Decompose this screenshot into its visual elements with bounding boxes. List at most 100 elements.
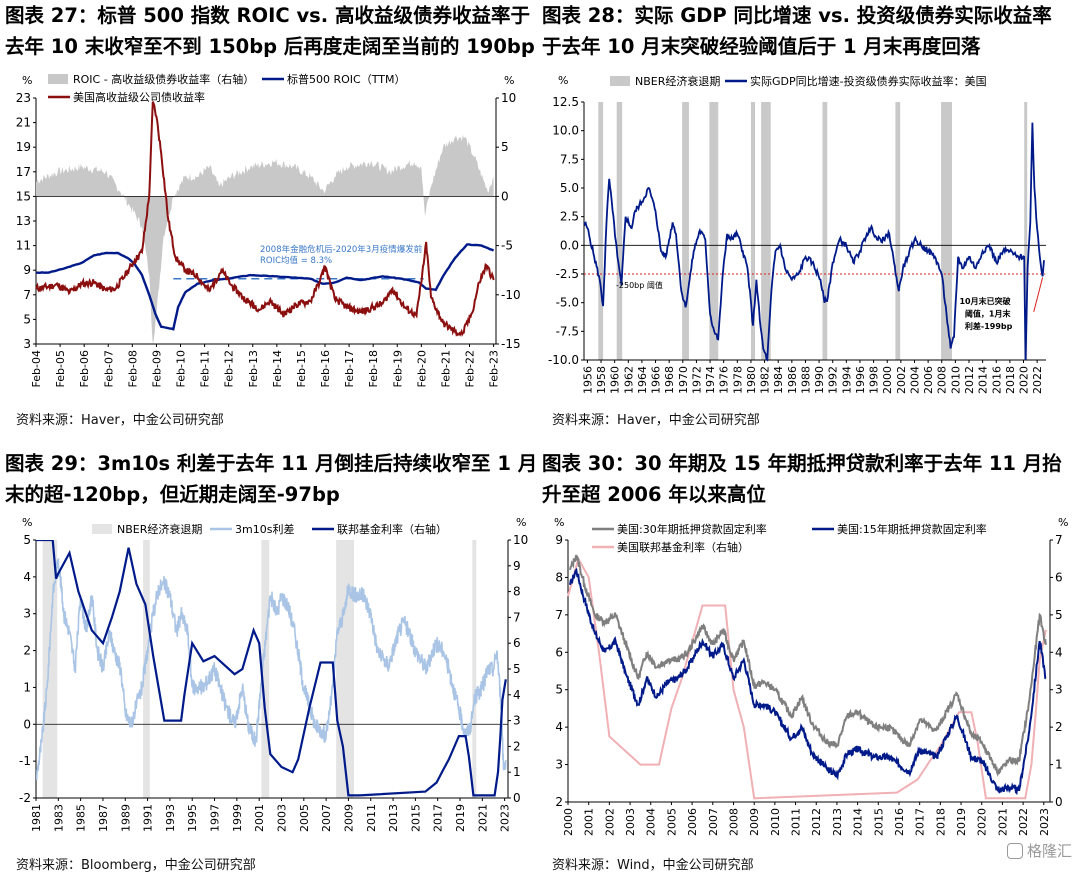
- x-tick-label: 1997: [209, 804, 222, 832]
- recession-band: [709, 102, 719, 360]
- legend-swatch: [48, 74, 68, 84]
- x-tick-label: Feb-12: [223, 350, 236, 387]
- source-note: 资料来源：Wind，中金公司研究部: [552, 858, 754, 873]
- y-tick-label-right: 9: [513, 559, 521, 573]
- y-tick-label: 9: [23, 263, 31, 277]
- x-tick-label: 2005: [298, 804, 311, 832]
- panel-4: 图表 30：30 年期及 15 年期抵押贷款利率于去年 11 月抬 升至超 20…: [540, 436, 1080, 873]
- legend-swatch: [92, 524, 112, 534]
- y-tick-label: 7: [23, 288, 31, 302]
- y-tick-label-right: 4: [513, 688, 521, 702]
- y-tick-label: 10.0: [552, 124, 579, 138]
- y-tick-label-right: 8: [513, 585, 521, 599]
- source-note: 资料来源：Haver，中金公司研究部: [552, 413, 760, 428]
- x-tick-label: 2006: [922, 366, 935, 394]
- y-tick-label-right: -15: [501, 337, 521, 351]
- x-tick-label: Feb-05: [54, 350, 67, 387]
- watermark-logo: 格隆汇: [1006, 840, 1072, 861]
- series-line-roic: [36, 243, 495, 331]
- legend-label: 联邦基金利率（右轴）: [337, 522, 447, 536]
- x-tick-label: 2015: [409, 804, 422, 832]
- x-tick-label: 1984: [772, 366, 785, 394]
- y-tick-label-right: 3: [513, 714, 521, 728]
- y-tick-label-right: 6: [1055, 570, 1063, 584]
- series-area-roic-spread: [36, 134, 494, 344]
- legend-label: 实际GDP同比增速-投资级债券实际收益率：美国: [750, 74, 987, 88]
- y-tick-label: 5: [23, 312, 31, 326]
- y-tick-label-right: 1: [513, 765, 521, 779]
- y-tick-label: 11: [16, 239, 31, 253]
- y-tick-label-right: 5: [501, 140, 509, 154]
- y-tick-label: -2: [19, 791, 31, 805]
- y-tick-label-right: 4: [1055, 645, 1063, 659]
- y-tick-label: 9: [555, 533, 563, 547]
- x-tick-label: 1985: [75, 804, 88, 832]
- x-tick-label: 1996: [854, 366, 867, 394]
- y-unit: %: [558, 74, 568, 87]
- x-tick-label: 1995: [186, 804, 199, 832]
- y-tick-label: 6: [555, 645, 563, 659]
- chart-title: 图表 28：实际 GDP 同比增速 vs. 投资级债券实际收益率 于去年 10 …: [542, 4, 1052, 58]
- y-tick-label: -10.0: [548, 353, 579, 367]
- y-tick-label: 3: [23, 607, 31, 621]
- x-tick-label: 2023: [1038, 808, 1051, 836]
- y-tick-label: 0.0: [560, 238, 579, 252]
- x-tick-label: 2015: [872, 808, 885, 836]
- y-tick-label: -7.5: [556, 324, 579, 338]
- x-tick-label: Feb-19: [391, 350, 404, 387]
- x-tick-label: 1956: [581, 366, 594, 394]
- y-tick-label-right: -5: [501, 239, 513, 253]
- recession-band: [750, 102, 756, 360]
- x-tick-label: 2017: [432, 804, 445, 832]
- x-tick-label: 2014: [852, 808, 865, 836]
- x-tick-label: 1987: [97, 804, 110, 832]
- x-tick-label: Feb-07: [102, 350, 115, 387]
- x-tick-label: 2020: [1018, 366, 1031, 394]
- x-tick-label: 2003: [624, 808, 637, 836]
- y-tick-label-right: 6: [513, 636, 521, 650]
- x-tick-label: Feb-09: [150, 350, 163, 387]
- recession-band: [1024, 102, 1028, 360]
- annotation: 2008年金融危机后-2020年3月疫情爆发前: [260, 244, 423, 255]
- y-tick-label: 5: [555, 683, 563, 697]
- chart-area: -10.0 -7.5 -5.0 -2.5 0.0 2.5 5.0 7.5 10.0 12.5% 19…: [548, 74, 1046, 394]
- legend-label: NBER经济衰退期: [117, 522, 202, 536]
- x-tick-label: 1976: [718, 366, 731, 394]
- chart-area: 3 5 7 9 11 13 15 17 19 21 23 -15 -10 -5 0 5 10% % Feb-04 Fe…: [16, 72, 521, 387]
- x-tick-label: 2020: [976, 808, 989, 836]
- x-tick-label: 2018: [934, 808, 947, 836]
- x-tick-label: 2007: [320, 804, 333, 832]
- legend-label: ROIC - 高收益级债券收益率（右轴）: [73, 72, 254, 86]
- x-tick-label: 2016: [893, 808, 906, 836]
- recession-band: [261, 540, 270, 798]
- x-tick-label: Feb-18: [367, 350, 380, 387]
- x-tick-label: 2014: [977, 366, 990, 394]
- x-tick-label: 1999: [231, 804, 244, 832]
- y-tick-label: 7: [555, 608, 563, 622]
- recession-band: [761, 102, 771, 360]
- chart-title: 图表 27：标普 500 指数 ROIC vs. 高收益级债券收益率于 去年 1…: [5, 4, 535, 58]
- x-tick-label: 2013: [831, 808, 844, 836]
- legend-label: 美国高收益级公司债收益率: [73, 90, 205, 104]
- y-tick-label-right: 3: [1055, 683, 1063, 697]
- x-tick-label: Feb-08: [126, 350, 139, 387]
- x-tick-label: 2010: [949, 366, 962, 394]
- x-tick-label: 2012: [810, 808, 823, 836]
- legend-label: 美国联邦基金利率（右轴）: [617, 540, 749, 554]
- x-tick-label: 2001: [253, 804, 266, 832]
- x-tick-label: Feb-16: [319, 350, 332, 387]
- chart-title: 图表 29：3m10s 利差于去年 11 月倒挂后持续收窄至 1 月 末的超-1…: [5, 452, 538, 506]
- y-tick-label: 2.5: [560, 210, 579, 224]
- x-tick-label: 2021: [996, 808, 1009, 836]
- legend-label: NBER经济衰退期: [635, 74, 720, 88]
- x-tick-label: 2009: [748, 808, 761, 836]
- x-tick-label: 1968: [663, 366, 676, 394]
- annotation: ROIC均值 = 8.3%: [260, 255, 332, 266]
- y-unit-right: %: [516, 516, 526, 529]
- y-tick-label-right: 7: [1055, 533, 1063, 547]
- x-tick-label: 2003: [275, 804, 288, 832]
- x-tick-label: 1994: [840, 366, 853, 394]
- x-tick-label: 2000: [562, 808, 575, 836]
- series-line-fed-funds: [36, 540, 507, 797]
- x-tick-label: 2007: [707, 808, 720, 836]
